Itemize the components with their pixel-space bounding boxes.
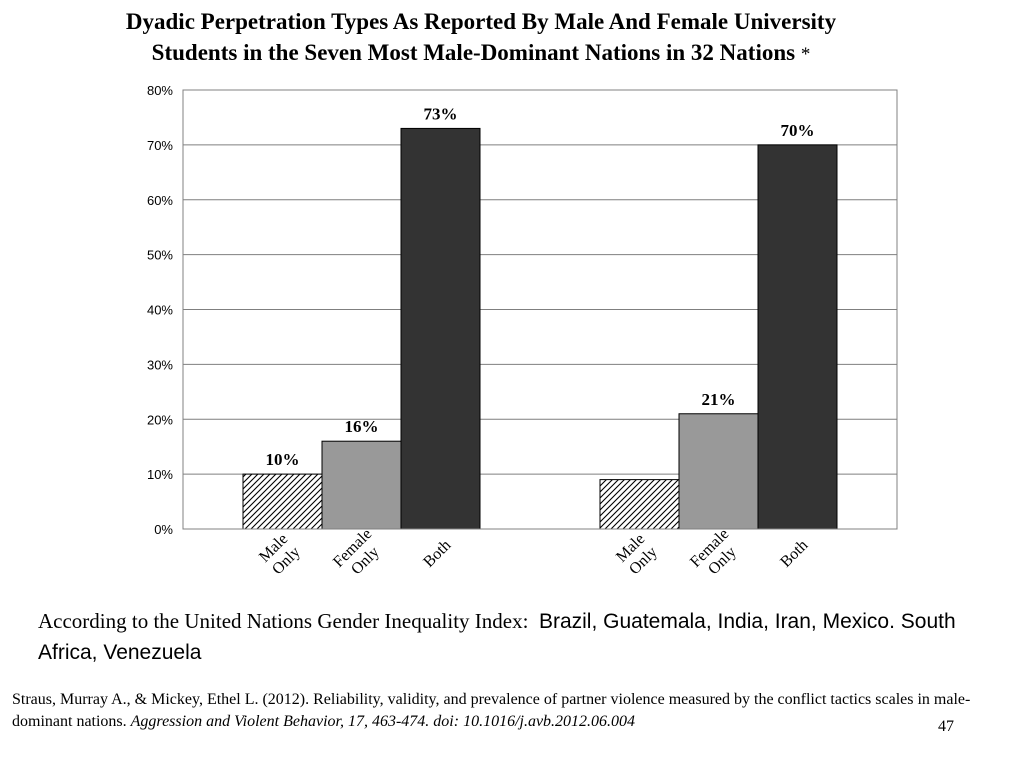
citation-journal: Aggression and Violent Behavior, 17, 463…	[130, 713, 636, 730]
y-tick-label: 0%	[154, 522, 173, 537]
slide-title: Dyadic Perpetration Types As Reported By…	[0, 6, 962, 70]
y-tick-label: 60%	[147, 193, 173, 208]
category-label: Both	[420, 537, 454, 571]
y-tick-label: 40%	[147, 303, 173, 318]
y-tick-label: 30%	[147, 357, 173, 372]
data-labels: 10% 16% 73% 21% 70%	[266, 104, 815, 469]
bar-female-only	[321, 440, 402, 530]
page-number: 47	[938, 718, 954, 735]
data-label: 73%	[424, 104, 458, 123]
plot-area-frame	[182, 89, 898, 530]
data-label: 21%	[702, 390, 736, 409]
bar-male-only	[242, 473, 323, 530]
category-label: Both	[777, 537, 811, 571]
slide-title-line-1: Dyadic Perpetration Types As Reported By…	[125, 9, 837, 34]
category-label-line: Both	[420, 537, 454, 571]
y-tick-label: 70%	[147, 138, 173, 153]
citation: Straus, Murray A., & Mickey, Ethel L. (2…	[12, 689, 972, 733]
category-label: FemaleOnly	[330, 526, 388, 584]
country-list: Brazil, Guatemala, India, Iran, Mexico. …	[38, 610, 956, 664]
bars	[242, 127, 838, 530]
y-tick-label: 20%	[147, 412, 173, 427]
y-axis-tick-labels: 0% 10% 20% 30% 40% 50% 60% 70% 80%	[147, 83, 173, 537]
bar-both	[757, 144, 838, 530]
bar-both	[400, 127, 481, 530]
category-label: MaleOnly	[256, 531, 304, 579]
bar-female-only	[678, 413, 759, 530]
bar-male-only	[599, 479, 680, 530]
bar-chart: 0% 10% 20% 30% 40% 50% 60% 70% 80% 10% 16% 73% 21% 7…	[147, 83, 898, 584]
y-tick-label: 80%	[147, 83, 173, 98]
data-label: 70%	[781, 121, 815, 140]
citation-main: Straus, Murray A., & Mickey, Ethel L. (2…	[12, 691, 971, 730]
category-label-line: Both	[777, 537, 811, 571]
slide-title-line-2-text: Students in the Seven Most Male-Dominant…	[151, 40, 796, 65]
slide-title-line-2: Students in the Seven Most Male-Dominant…	[0, 37, 962, 70]
title-asterisk: *	[800, 44, 811, 65]
data-label: 16%	[345, 417, 379, 436]
category-label: FemaleOnly	[687, 526, 745, 584]
y-tick-label: 10%	[147, 467, 173, 482]
category-labels: MaleOnly FemaleOnly Both MaleOnly FemaleOnly…	[256, 526, 811, 584]
data-label: 10%	[266, 450, 300, 469]
source-note-prefix: According to the United Nations Gender I…	[38, 609, 529, 633]
category-label: MaleOnly	[613, 531, 661, 579]
source-note: According to the United Nations Gender I…	[38, 606, 1008, 668]
y-tick-label: 50%	[147, 248, 173, 263]
